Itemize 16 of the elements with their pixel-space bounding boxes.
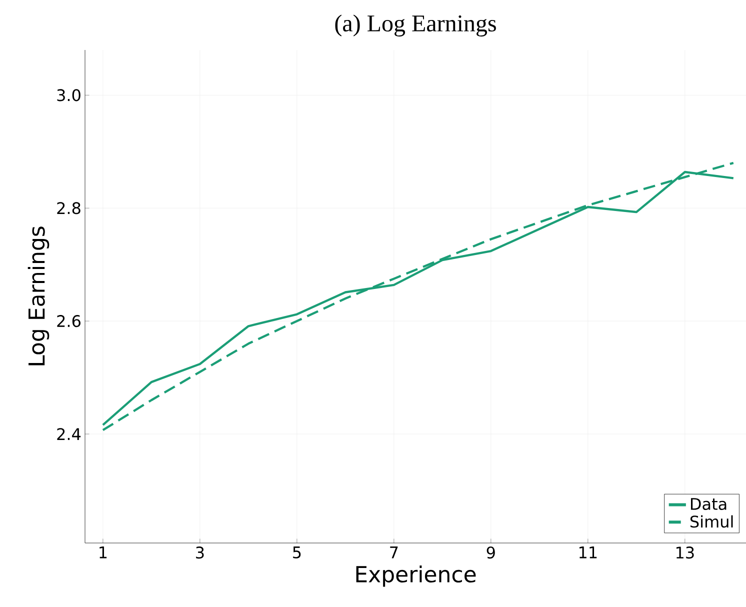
x-tick-label: 3: [196, 546, 204, 559]
y-tick-label: 3.0: [57, 89, 80, 102]
legend-label: Simul: [690, 515, 733, 528]
x-tick-label: 11: [579, 546, 597, 558]
y-tick-label: 2.6: [57, 315, 80, 328]
x-tick-label: 1: [100, 546, 107, 558]
legend-label: Data: [691, 498, 726, 510]
y-axis-title: Log Earnings: [28, 226, 50, 366]
x-tick-label: 9: [486, 546, 495, 559]
y-tick-label: 2.4: [57, 428, 81, 440]
y-tick-label: 2.8: [57, 202, 80, 214]
x-axis-title: Experience: [356, 565, 476, 587]
chart-title: (a) Log Earnings: [335, 14, 496, 36]
x-tick-label: 7: [390, 546, 398, 558]
x-tick-label: 5: [293, 546, 301, 558]
x-tick-label: 13: [676, 546, 694, 559]
